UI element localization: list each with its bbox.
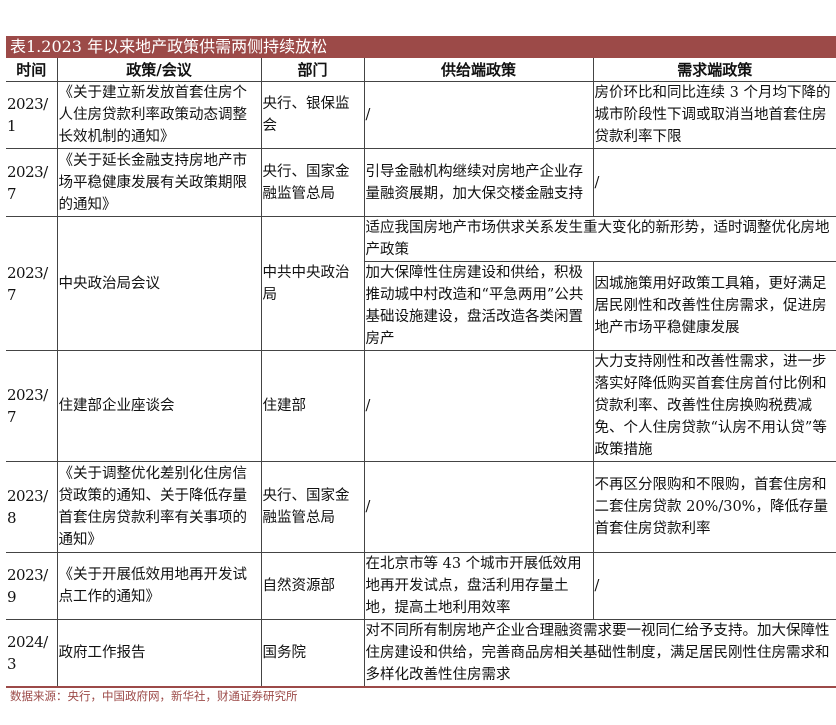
cell-demand: 因城施策用好政策工具箱，更好满足居民刚性和改善性住房需求，促进房地产市场平稳健康…: [592, 261, 836, 351]
cell-demand: 房价环比和同比连续 3 个月均下降的城市阶段性下调或取消当地首套住房贷款利率下限: [592, 81, 836, 149]
header-dept: 部门: [260, 58, 365, 82]
header-supply: 供给端政策: [363, 58, 594, 82]
policy-table: 时间 政策/会议 部门 供给端政策 需求端政策 2023/1 《关于建立新发放首…: [6, 58, 836, 688]
table-row: 2023/7 《关于延长金融支持房地产市场平稳健康发展有关政策期限的通知》 央行…: [6, 148, 836, 217]
cell-time: 2023/7: [6, 350, 58, 462]
cell-demand: /: [592, 552, 836, 620]
cell-supply: /: [363, 461, 594, 553]
table-row: 2023/1 《关于建立新发放首套住房个人住房贷款利率政策动态调整长效机制的通知…: [6, 81, 836, 149]
cell-demand: 大力支持刚性和改善性需求，进一步落实好降低购买首套住房首付比例和贷款利率、改善性…: [592, 350, 836, 462]
cell-merged-policy: 对不同所有制房地产企业合理融资需求要一视同仁给予支持。加大保障性住房建设和供给，…: [363, 619, 836, 688]
table-row: 2023/7 住建部企业座谈会 住建部 / 大力支持刚性和改善性需求，进一步落实…: [6, 350, 836, 462]
cell-dept: 央行、银保监会: [260, 81, 365, 149]
cell-demand: 不再区分限购和不限购，首套住房和二套住房贷款 20%/30%，降低存量首套住房贷…: [592, 461, 836, 553]
cell-policy: 政府工作报告: [56, 619, 262, 688]
header-row: 时间 政策/会议 部门 供给端政策 需求端政策: [6, 58, 836, 82]
cell-dept: 中共中央政治局: [260, 216, 365, 351]
cell-policy: 中央政治局会议: [56, 216, 262, 351]
table-row: 2023/9 《关于开展低效用地再开发试点工作的通知》 自然资源部 在北京市等 …: [6, 552, 836, 620]
cell-supply: /: [363, 350, 594, 462]
cell-policy: 住建部企业座谈会: [56, 350, 262, 462]
cell-supply: 加大保障性住房建设和供给，积极推动城中村改造和“平急两用”公共基础设施建设，盘活…: [364, 261, 594, 351]
cell-time: 2023/8: [6, 461, 58, 553]
cell-dept: 央行、国家金融监管总局: [260, 148, 365, 217]
table-row: 2023/8 《关于调整优化差别化住房信贷政策的通知、关于降低存量首套住房贷款利…: [6, 461, 836, 553]
table-title: 表1.2023 年以来地产政策供需两侧持续放松: [6, 36, 836, 58]
cell-time: 2023/7: [6, 148, 58, 217]
cell-dept: 自然资源部: [260, 552, 365, 620]
cell-policy: 《关于开展低效用地再开发试点工作的通知》: [56, 552, 262, 620]
cell-policy: 《关于调整优化差别化住房信贷政策的通知、关于降低存量首套住房贷款利率有关事项的通…: [56, 461, 262, 553]
header-demand: 需求端政策: [592, 58, 836, 82]
cell-policy: 《关于建立新发放首套住房个人住房贷款利率政策动态调整长效机制的通知》: [56, 81, 262, 149]
cell-time: 2024/3: [6, 619, 58, 688]
cell-supply: /: [363, 81, 594, 149]
cell-time: 2023/7: [6, 216, 58, 351]
cell-time: 2023/9: [6, 552, 58, 620]
cell-merged-policy: 适应我国房地产市场供求关系发生重大变化的新形势，适时调整优化房地产政策: [363, 216, 836, 262]
cell-demand: /: [592, 148, 836, 217]
table-row: 2023/7 中央政治局会议 中共中央政治局 适应我国房地产市场供求关系发生重大…: [6, 216, 836, 351]
cell-dept: 央行、国家金融监管总局: [260, 461, 365, 553]
cell-supply: 在北京市等 43 个城市开展低效用地再开发试点，盘活利用存量土地，提高土地利用效…: [363, 552, 594, 620]
table-row: 2024/3 政府工作报告 国务院 对不同所有制房地产企业合理融资需求要一视同仁…: [6, 619, 836, 688]
cell-dept: 住建部: [260, 350, 365, 462]
header-time: 时间: [6, 58, 58, 82]
cell-time: 2023/1: [6, 81, 58, 149]
cell-dept: 国务院: [260, 619, 365, 688]
cell-supply: 引导金融机构继续对房地产企业存量融资展期，加大保交楼金融支持: [363, 148, 594, 217]
data-source-note: 数据来源：央行，中国政府网，新华社，财通证券研究所: [10, 689, 298, 703]
cell-policy: 《关于延长金融支持房地产市场平稳健康发展有关政策期限的通知》: [56, 148, 262, 217]
header-policy: 政策/会议: [56, 58, 262, 82]
